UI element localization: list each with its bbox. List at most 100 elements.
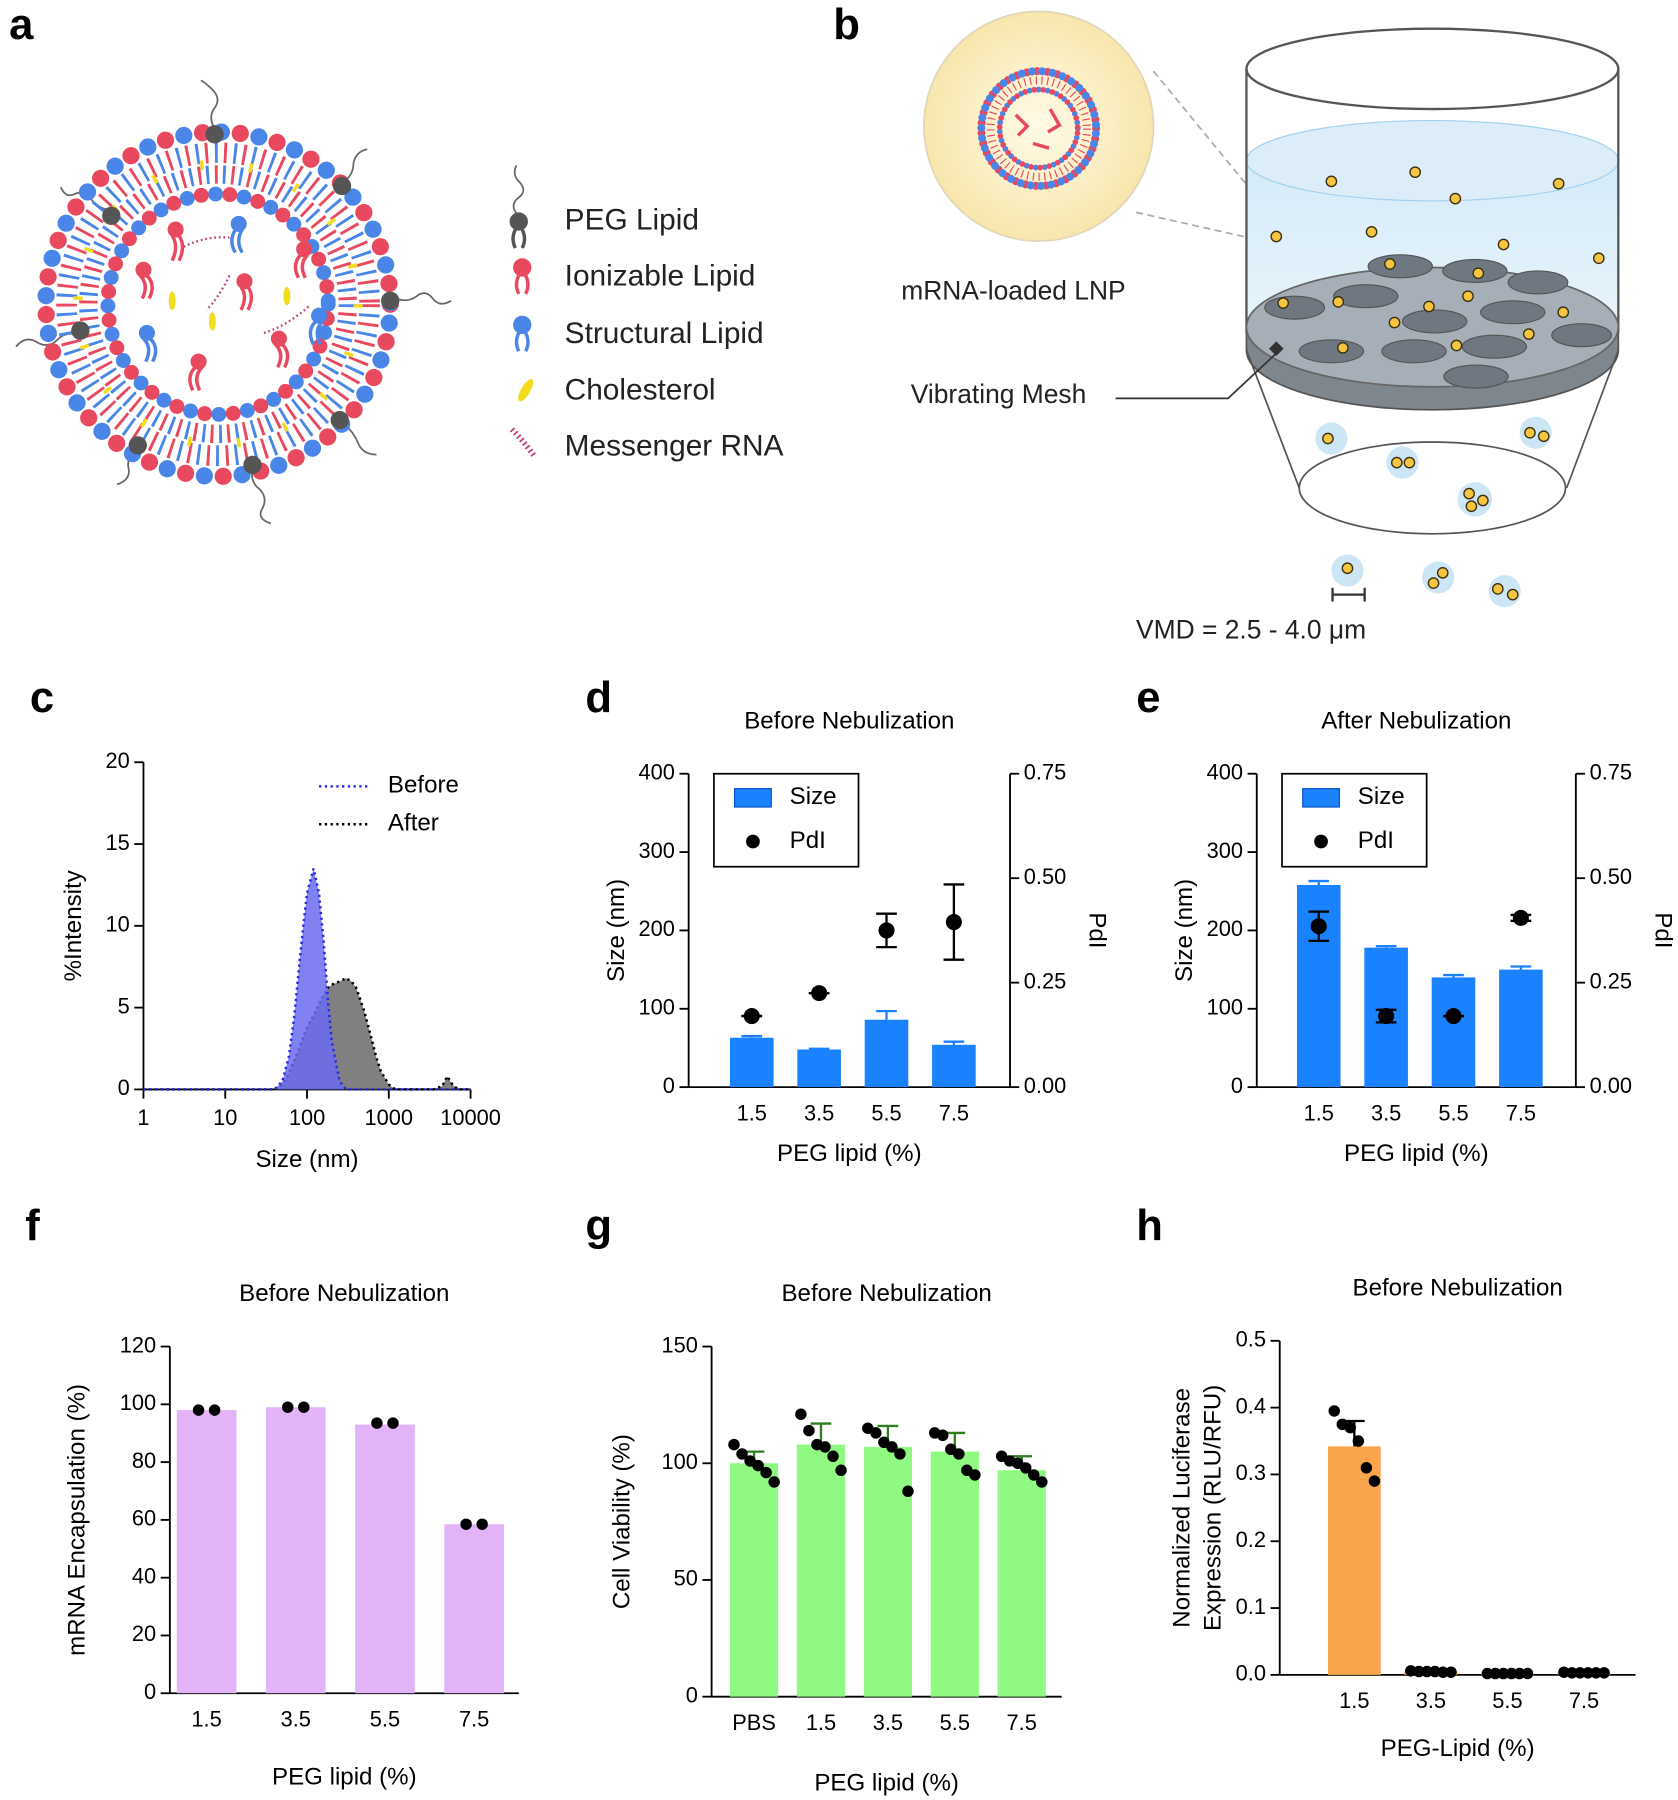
- data-point: [752, 1459, 764, 1472]
- bar: [444, 1524, 504, 1694]
- legend-icons: [509, 164, 538, 459]
- y2-axis-label: PdI: [1084, 912, 1111, 948]
- y-tick-label: 5: [118, 993, 130, 1018]
- inset-label: mRNA-loaded LNP: [901, 276, 1125, 306]
- x-tick-label: 1.5: [191, 1707, 221, 1732]
- x-axis-label: PEG lipid (%): [814, 1769, 959, 1796]
- data-point: [1019, 1462, 1032, 1474]
- y-axis-label: %Intensity: [60, 870, 87, 981]
- x-tick-label: 5.5: [940, 1710, 970, 1735]
- legend-swatch: [733, 788, 772, 808]
- y-tick-label: 150: [661, 1332, 697, 1357]
- data-point: [1566, 1667, 1578, 1679]
- y-tick-label: 80: [132, 1448, 156, 1473]
- x-tick-label: 1: [137, 1105, 149, 1130]
- legend-swatch: [1302, 788, 1340, 808]
- x-tick-label: 3.5: [1416, 1688, 1446, 1713]
- y-tick-label: 200: [1207, 916, 1243, 941]
- x-tick-label: 7.5: [1569, 1688, 1599, 1713]
- bar: [932, 1044, 976, 1088]
- y-axis-label: mRNA Encapsulation (%): [63, 1384, 90, 1656]
- x-tick-label: 1000: [365, 1105, 413, 1130]
- x-axis-label: PEG lipid (%): [1344, 1140, 1489, 1167]
- data-point: [1574, 1667, 1586, 1679]
- x-tick-label: 7.5: [1007, 1710, 1037, 1735]
- y-tick-label: 100: [120, 1390, 156, 1415]
- point: [743, 1008, 760, 1025]
- bar: [355, 1424, 415, 1694]
- y-tick-label: 400: [639, 759, 675, 784]
- legend-box: [713, 772, 860, 868]
- y-tick-label: 0.2: [1236, 1527, 1266, 1552]
- y2-axis-label: PdI: [1650, 912, 1677, 948]
- data-point: [208, 1404, 221, 1416]
- x-tick-label: 5.5: [871, 1100, 901, 1125]
- panel-label: a: [9, 1, 34, 49]
- x-tick-label: 3.5: [1371, 1100, 1401, 1125]
- y2-tick-label: 0.25: [1024, 968, 1066, 993]
- data-point: [476, 1518, 488, 1530]
- data-point: [460, 1518, 472, 1530]
- data-point: [298, 1401, 310, 1413]
- y-axis-label: Expression (RLU/RFU): [1200, 1385, 1227, 1631]
- legend-text: PEG Lipid: [565, 203, 699, 236]
- y-axis-label: Normalized Luciferase: [1169, 1388, 1196, 1628]
- bar: [796, 1444, 846, 1697]
- x-tick-label: 100: [289, 1105, 325, 1130]
- x-tick-label: 5.5: [1492, 1688, 1522, 1713]
- data-point: [387, 1417, 399, 1429]
- y-tick-label: 300: [1207, 838, 1243, 863]
- data-point: [1521, 1667, 1534, 1680]
- lipid-tails: [79, 165, 357, 444]
- x-tick-label: PBS: [732, 1710, 776, 1735]
- y-tick-label: 0: [144, 1679, 156, 1704]
- panel-label: e: [1136, 674, 1160, 722]
- data-point: [1481, 1667, 1494, 1680]
- y-axis-label: Size (nm): [603, 879, 630, 982]
- y-tick-label: 100: [1207, 995, 1243, 1020]
- point: [811, 985, 828, 1002]
- panel-label: b: [833, 1, 860, 49]
- peg-heads: [71, 125, 400, 475]
- data-point: [1036, 1476, 1048, 1488]
- y-tick-label: 0.5: [1236, 1327, 1266, 1352]
- panel-label: c: [30, 674, 54, 722]
- y2-tick-label: 0.50: [1590, 864, 1632, 889]
- data-point: [760, 1466, 772, 1479]
- chart-title: After Nebulization: [1321, 707, 1511, 734]
- bar: [863, 1446, 912, 1697]
- data-point: [1497, 1667, 1510, 1680]
- data-point: [1028, 1469, 1040, 1481]
- y-tick-label: 50: [674, 1566, 698, 1591]
- x-axis-label: PEG lipid (%): [272, 1764, 417, 1791]
- legend-swatch: [746, 834, 760, 849]
- lipid-tails: [56, 142, 380, 467]
- data-point: [1505, 1667, 1518, 1680]
- legend-text: Size: [790, 783, 837, 810]
- y-tick-label: 120: [120, 1332, 156, 1357]
- x-tick-label: 1.5: [1339, 1688, 1369, 1713]
- y-tick-label: 20: [132, 1621, 156, 1646]
- data-point: [937, 1429, 949, 1441]
- data-point: [894, 1448, 906, 1460]
- y-tick-label: 20: [105, 748, 129, 773]
- x-tick-label: 3.5: [873, 1710, 903, 1735]
- x-tick-label: 3.5: [804, 1100, 834, 1125]
- legend-text: After: [388, 810, 439, 837]
- data-point: [728, 1438, 740, 1451]
- data-point: [192, 1404, 205, 1416]
- data-point: [1368, 1475, 1381, 1487]
- legend-swatch: [1314, 834, 1328, 849]
- x-tick-label: 1.5: [737, 1100, 767, 1125]
- y-tick-label: 200: [639, 916, 675, 941]
- bar: [864, 1019, 909, 1088]
- chart-title: Before Nebulization: [239, 1280, 449, 1307]
- y2-tick-label: 0.50: [1024, 864, 1066, 889]
- data-point: [1582, 1667, 1594, 1679]
- data-point: [736, 1448, 748, 1460]
- y-tick-label: 0.3: [1236, 1460, 1266, 1485]
- data-point: [803, 1424, 815, 1437]
- data-point: [371, 1417, 383, 1429]
- legend-text: Size: [1358, 783, 1405, 810]
- lipid-tails: [56, 142, 380, 467]
